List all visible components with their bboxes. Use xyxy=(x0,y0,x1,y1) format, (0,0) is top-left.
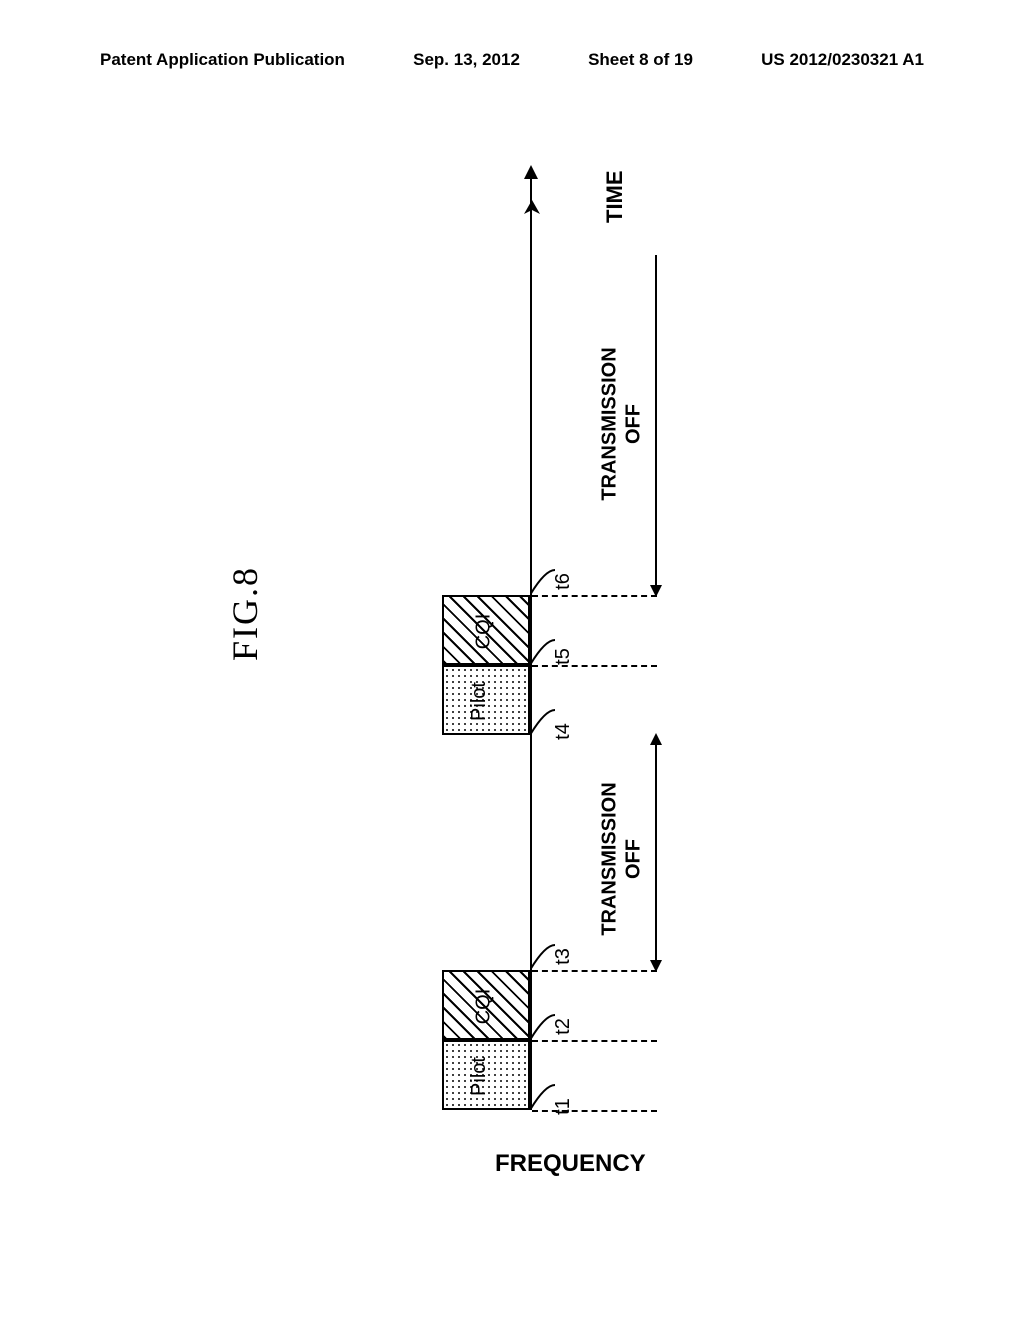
dash-line xyxy=(532,665,657,667)
curve-connector xyxy=(530,940,560,970)
freq-arrow-icon xyxy=(524,165,538,179)
trans-off-line2: OFF xyxy=(623,404,645,444)
bracket-line-2 xyxy=(655,255,657,590)
bracket-line-1 xyxy=(655,740,657,965)
diagram-area: FREQUENCY TIME Pilot CQI Pilot CQI t1 t2… xyxy=(390,175,680,1115)
trans-off-line1: TRANSMISSION xyxy=(599,782,621,935)
curve-connector xyxy=(530,1080,560,1110)
dash-line xyxy=(532,970,657,972)
cqi-label-2: CQI xyxy=(472,614,495,650)
cqi-label-1: CQI xyxy=(472,989,495,1025)
time-axis-line xyxy=(530,210,532,1110)
freq-axis-label: FREQUENCY xyxy=(495,1150,646,1178)
curve-connector xyxy=(530,1010,560,1040)
header-pub-type: Patent Application Publication xyxy=(100,50,345,70)
bracket-arrow-down-icon xyxy=(650,960,662,972)
curve-connector xyxy=(530,635,560,665)
figure-label: FIG.8 xyxy=(224,566,266,661)
transmission-off-label-2: TRANSMISSION OFF xyxy=(598,347,646,500)
header-pub-number: US 2012/0230321 A1 xyxy=(761,50,924,70)
curve-connector xyxy=(530,565,560,595)
dash-line xyxy=(532,1110,657,1112)
curve-connector xyxy=(530,705,560,735)
bracket-arrow-down-icon xyxy=(650,585,662,597)
time-axis-label: TIME xyxy=(602,170,628,223)
transmission-off-label-1: TRANSMISSION OFF xyxy=(598,782,646,935)
header-date: Sep. 13, 2012 xyxy=(413,50,520,70)
trans-off-line1: TRANSMISSION xyxy=(599,347,621,500)
bracket-arrow-up-icon xyxy=(650,733,662,745)
pilot-label-1: Pilot xyxy=(468,1057,491,1096)
dash-line xyxy=(532,595,657,597)
pilot-label-2: Pilot xyxy=(468,682,491,721)
time-arrow-icon xyxy=(520,200,544,220)
header-sheet: Sheet 8 of 19 xyxy=(588,50,693,70)
dash-line xyxy=(532,1040,657,1042)
trans-off-line2: OFF xyxy=(623,839,645,879)
